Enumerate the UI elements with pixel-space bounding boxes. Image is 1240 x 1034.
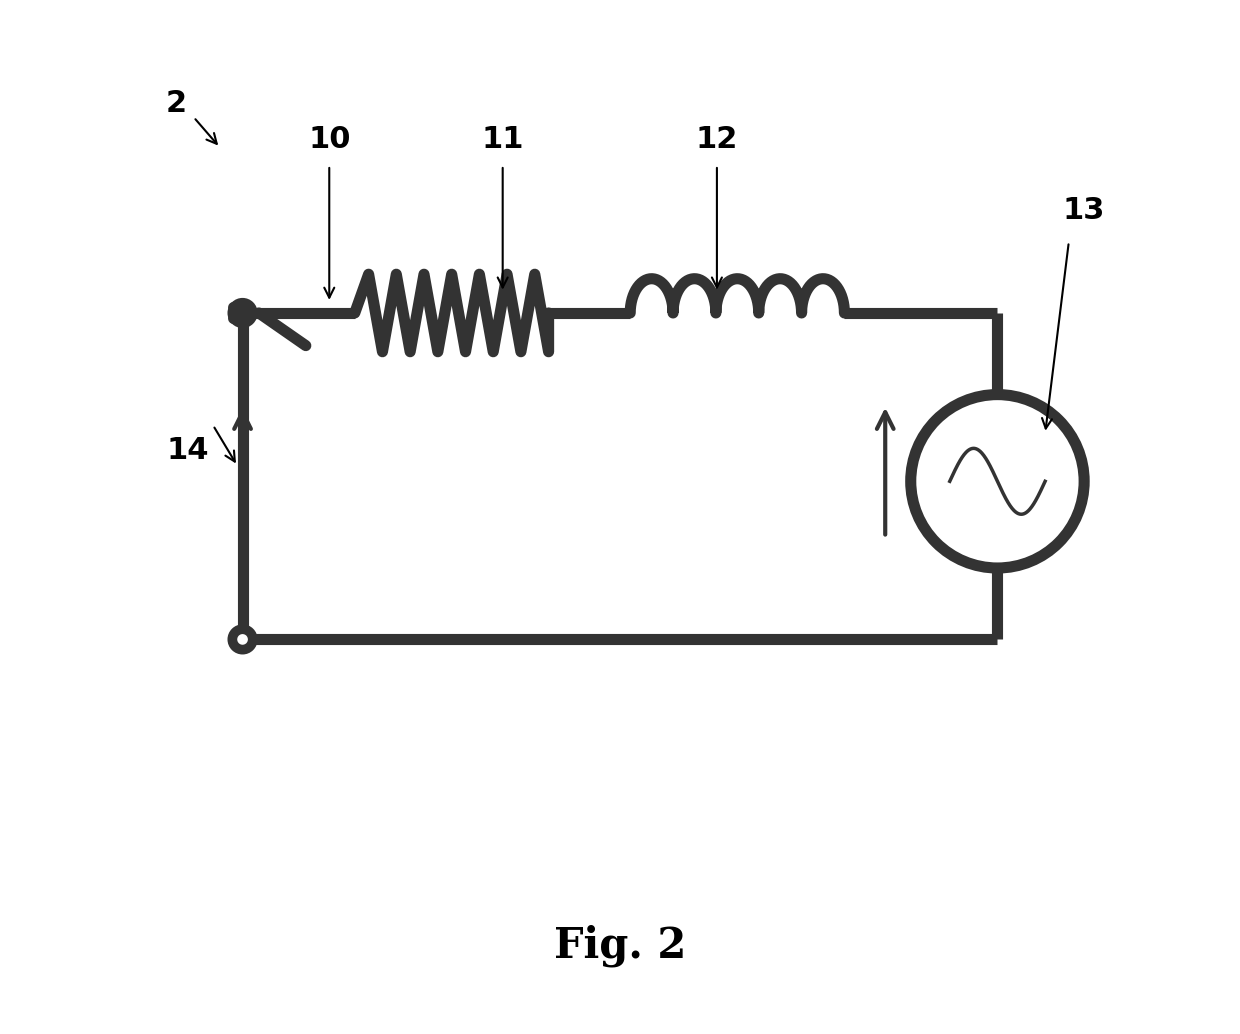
Circle shape: [910, 395, 1084, 568]
Circle shape: [232, 303, 253, 324]
Text: 12: 12: [696, 125, 738, 154]
Text: 10: 10: [308, 125, 351, 154]
Circle shape: [232, 630, 253, 649]
Text: 14: 14: [166, 436, 208, 465]
Text: Fig. 2: Fig. 2: [554, 924, 686, 967]
Text: 13: 13: [1063, 196, 1105, 225]
Text: 11: 11: [481, 125, 525, 154]
Text: 2: 2: [166, 89, 187, 118]
